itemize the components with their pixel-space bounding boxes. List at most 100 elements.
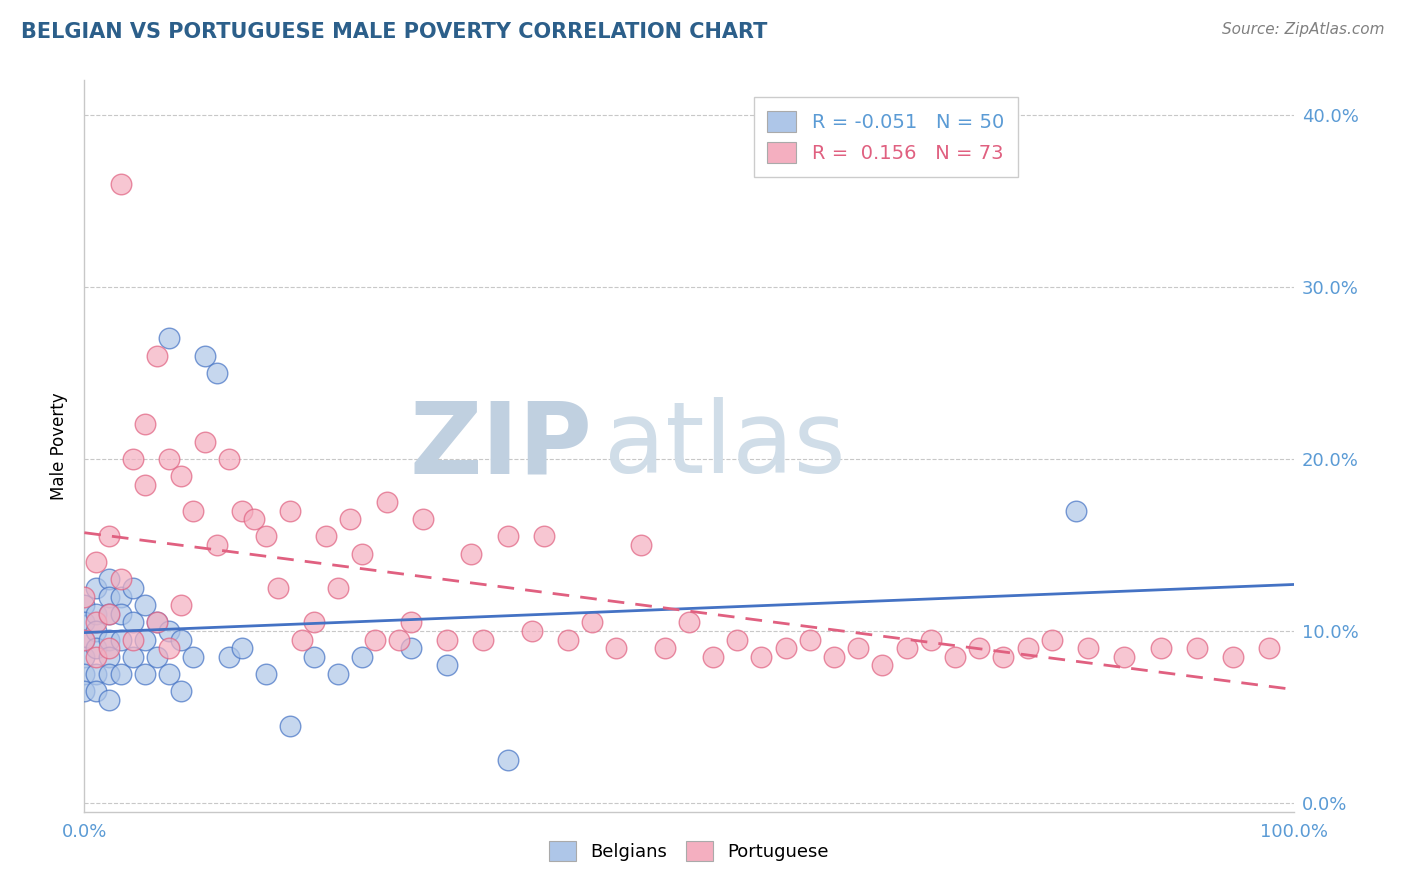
Point — [1149, 641, 1171, 656]
Point — [134, 477, 156, 491]
Point — [97, 573, 120, 587]
Point — [1258, 641, 1281, 656]
Point — [399, 615, 422, 630]
Point — [557, 632, 579, 647]
Point — [920, 632, 942, 647]
Point — [73, 649, 96, 664]
Point — [110, 573, 132, 587]
Point — [460, 547, 482, 561]
Point — [97, 693, 120, 707]
Point — [496, 529, 519, 543]
Point — [207, 366, 229, 380]
Point — [157, 624, 180, 638]
Point — [496, 753, 519, 767]
Point — [86, 581, 108, 595]
Point — [97, 667, 120, 681]
Point — [302, 649, 325, 664]
Point — [896, 641, 918, 656]
Point — [86, 641, 108, 656]
Point — [1222, 649, 1244, 664]
Point — [267, 581, 290, 595]
Point — [97, 529, 120, 543]
Point — [73, 684, 96, 698]
Point — [254, 529, 277, 543]
Point — [146, 649, 169, 664]
Point — [121, 451, 143, 466]
Point — [146, 615, 169, 630]
Point — [110, 607, 132, 621]
Point — [218, 649, 240, 664]
Point — [218, 451, 240, 466]
Point — [157, 667, 180, 681]
Point — [231, 503, 253, 517]
Point — [725, 632, 748, 647]
Point — [157, 451, 180, 466]
Point — [157, 331, 180, 345]
Point — [194, 349, 217, 363]
Point — [194, 434, 217, 449]
Point — [73, 632, 96, 647]
Point — [436, 658, 458, 673]
Point — [1114, 649, 1136, 664]
Point — [328, 581, 350, 595]
Point — [86, 649, 108, 664]
Point — [97, 641, 120, 656]
Point — [872, 658, 894, 673]
Point — [412, 512, 434, 526]
Text: BELGIAN VS PORTUGUESE MALE POVERTY CORRELATION CHART: BELGIAN VS PORTUGUESE MALE POVERTY CORRE… — [21, 22, 768, 42]
Point — [97, 590, 120, 604]
Point — [678, 615, 700, 630]
Text: Source: ZipAtlas.com: Source: ZipAtlas.com — [1222, 22, 1385, 37]
Point — [1077, 641, 1099, 656]
Point — [110, 667, 132, 681]
Point — [181, 503, 204, 517]
Point — [278, 719, 301, 733]
Point — [291, 632, 314, 647]
Point — [157, 641, 180, 656]
Point — [315, 529, 337, 543]
Point — [388, 632, 411, 647]
Point — [86, 684, 108, 698]
Point — [254, 667, 277, 681]
Text: atlas: atlas — [605, 398, 846, 494]
Point — [73, 667, 96, 681]
Point — [86, 667, 108, 681]
Point — [1040, 632, 1063, 647]
Point — [993, 649, 1015, 664]
Point — [110, 590, 132, 604]
Point — [1017, 641, 1039, 656]
Point — [823, 649, 845, 664]
Point — [97, 649, 120, 664]
Point — [520, 624, 543, 638]
Point — [97, 607, 120, 621]
Point — [73, 615, 96, 630]
Point — [86, 607, 108, 621]
Point — [121, 649, 143, 664]
Point — [328, 667, 350, 681]
Point — [73, 598, 96, 612]
Point — [207, 538, 229, 552]
Point — [134, 417, 156, 432]
Point — [121, 615, 143, 630]
Point — [134, 632, 156, 647]
Point — [170, 469, 193, 483]
Point — [399, 641, 422, 656]
Point — [352, 649, 374, 664]
Point — [363, 632, 385, 647]
Point — [110, 632, 132, 647]
Point — [751, 649, 773, 664]
Point — [97, 632, 120, 647]
Point — [339, 512, 361, 526]
Point — [1064, 503, 1087, 517]
Y-axis label: Male Poverty: Male Poverty — [51, 392, 69, 500]
Point — [181, 649, 204, 664]
Point — [630, 538, 652, 552]
Text: ZIP: ZIP — [409, 398, 592, 494]
Point — [1185, 641, 1208, 656]
Point — [86, 624, 108, 638]
Point — [134, 667, 156, 681]
Point — [97, 607, 120, 621]
Point — [581, 615, 603, 630]
Point — [121, 632, 143, 647]
Point — [146, 349, 169, 363]
